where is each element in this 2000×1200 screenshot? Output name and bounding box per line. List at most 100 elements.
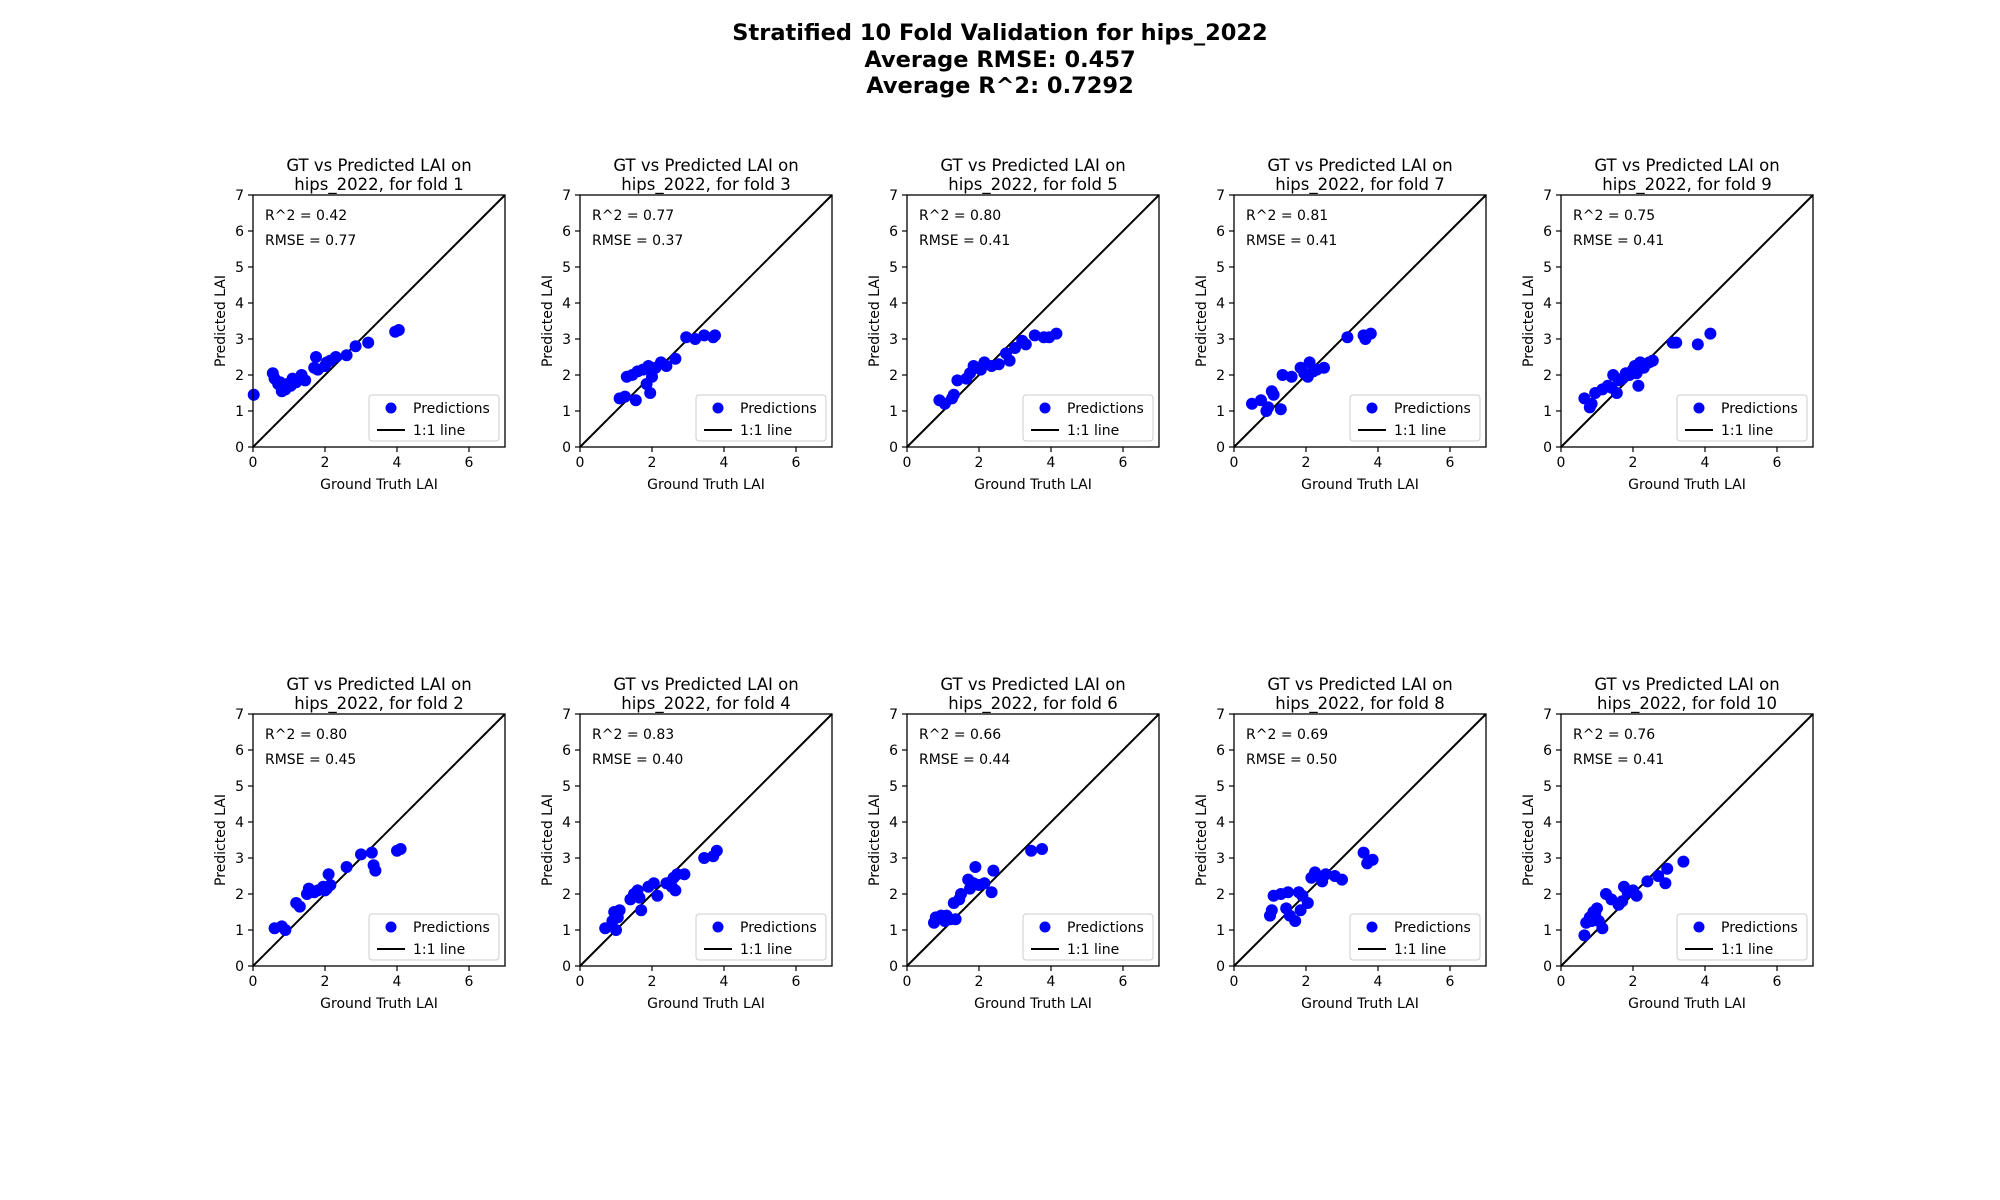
prediction-point xyxy=(310,351,322,363)
prediction-point xyxy=(329,351,342,363)
fold-plot: 0 2 4 6 0 1 2 3 4 5 6 7 GT vs Predicted LAI onhips_2… xyxy=(867,675,1160,1012)
y-axis-label: Predicted LAI xyxy=(1521,794,1537,886)
y-tick-label: 5 xyxy=(562,260,571,276)
prediction-point xyxy=(669,884,682,897)
y-tick-label: 4 xyxy=(1543,815,1552,831)
legend-marker-predictions xyxy=(385,402,397,414)
prediction-point xyxy=(247,388,260,401)
y-axis-label: Predicted LAI xyxy=(867,275,883,367)
x-tick-label: 2 xyxy=(321,974,330,990)
prediction-point xyxy=(279,924,292,936)
legend-label-line: 1:1 line xyxy=(413,423,465,439)
prediction-point xyxy=(992,358,1005,371)
x-tick-label: 0 xyxy=(249,974,258,990)
rmse-annotation: RMSE = 0.41 xyxy=(919,233,1010,249)
prediction-point xyxy=(610,924,622,936)
y-tick-label: 0 xyxy=(235,440,244,456)
y-tick-label: 1 xyxy=(235,404,244,420)
y-tick-label: 6 xyxy=(235,743,244,759)
prediction-point xyxy=(1661,862,1674,875)
x-tick-label: 4 xyxy=(720,455,729,471)
rmse-annotation: RMSE = 0.37 xyxy=(592,233,683,249)
x-tick-label: 2 xyxy=(648,974,657,990)
x-tick-label: 2 xyxy=(1302,974,1311,990)
r2-annotation: R^2 = 0.42 xyxy=(265,208,347,224)
x-tick-label: 0 xyxy=(249,455,258,471)
y-tick-label: 1 xyxy=(1216,404,1225,420)
y-tick-label: 4 xyxy=(1543,296,1552,312)
prediction-point xyxy=(394,843,407,855)
prediction-point xyxy=(651,889,664,902)
one-to-one-line xyxy=(1233,713,1487,967)
prediction-point xyxy=(1691,338,1704,351)
prediction-point xyxy=(969,861,982,873)
prediction-point xyxy=(985,886,998,899)
prediction-point xyxy=(1366,853,1379,866)
x-tick-label: 6 xyxy=(1446,455,1455,471)
r2-annotation: R^2 = 0.76 xyxy=(1573,727,1655,743)
x-tick-label: 0 xyxy=(576,455,585,471)
prediction-point xyxy=(355,848,367,861)
r2-annotation: R^2 = 0.81 xyxy=(1246,208,1328,224)
y-tick-label: 6 xyxy=(1216,224,1225,240)
prediction-point xyxy=(1704,327,1717,340)
plot-title-line-1: GT vs Predicted LAI on xyxy=(1594,675,1779,694)
legend-label-line: 1:1 line xyxy=(740,942,792,958)
legend-label-predictions: Predictions xyxy=(740,401,817,417)
x-tick-label: 2 xyxy=(321,455,330,471)
y-tick-label: 0 xyxy=(1543,440,1552,456)
y-tick-label: 0 xyxy=(1216,959,1225,975)
prediction-point xyxy=(629,394,642,407)
prediction-point xyxy=(689,333,702,345)
y-tick-label: 7 xyxy=(562,188,571,204)
y-tick-label: 4 xyxy=(562,296,571,312)
plot-title-line-2: hips_2022, for fold 4 xyxy=(621,694,790,714)
y-tick-label: 0 xyxy=(562,440,571,456)
y-tick-label: 5 xyxy=(1543,779,1552,795)
legend-marker-predictions xyxy=(1039,921,1051,933)
y-tick-label: 1 xyxy=(562,404,571,420)
plot-title-line-2: hips_2022, for fold 8 xyxy=(1275,694,1444,714)
y-tick-label: 3 xyxy=(1543,332,1552,348)
prediction-point xyxy=(647,877,660,890)
prediction-point xyxy=(340,861,353,873)
y-tick-label: 4 xyxy=(235,815,244,831)
x-tick-label: 4 xyxy=(1374,974,1383,990)
r2-annotation: R^2 = 0.69 xyxy=(1246,727,1328,743)
prediction-point xyxy=(392,324,405,336)
prediction-point xyxy=(1616,895,1629,908)
y-tick-label: 6 xyxy=(562,743,571,759)
plot-title-line-1: GT vs Predicted LAI on xyxy=(286,675,471,694)
prediction-point xyxy=(1641,875,1654,888)
plot-title-line-1: GT vs Predicted LAI on xyxy=(940,675,1125,694)
y-axis-label: Predicted LAI xyxy=(1194,794,1210,886)
x-tick-label: 6 xyxy=(1119,974,1128,990)
y-tick-label: 0 xyxy=(562,959,571,975)
figure-title-line-3: Average R^2: 0.7292 xyxy=(866,73,1134,99)
plot-title-line-1: GT vs Predicted LAI on xyxy=(940,156,1125,175)
prediction-point xyxy=(947,388,960,401)
prediction-point xyxy=(1003,354,1016,367)
y-tick-label: 0 xyxy=(1543,959,1552,975)
y-tick-label: 3 xyxy=(235,851,244,867)
y-tick-label: 5 xyxy=(889,779,898,795)
x-tick-label: 4 xyxy=(393,974,402,990)
one-to-one-line xyxy=(579,713,833,967)
y-tick-label: 6 xyxy=(889,743,898,759)
r2-annotation: R^2 = 0.80 xyxy=(265,727,347,743)
fold-plot: 0 2 4 6 0 1 2 3 4 5 6 7 GT vs Predicted LAI onhips_2… xyxy=(1521,675,1814,1012)
legend-label-line: 1:1 line xyxy=(1394,423,1446,439)
y-tick-label: 7 xyxy=(235,707,244,723)
y-tick-label: 5 xyxy=(235,260,244,276)
prediction-point xyxy=(1246,397,1258,410)
legend-label-line: 1:1 line xyxy=(1721,423,1773,439)
y-tick-label: 1 xyxy=(1543,923,1552,939)
fold-plot: 0 2 4 6 0 1 2 3 4 5 6 7 GT vs Predicted LAI onhips_2… xyxy=(540,675,833,1012)
axes-frame xyxy=(579,713,833,967)
prediction-point xyxy=(1319,868,1332,881)
x-tick-label: 4 xyxy=(1047,455,1056,471)
y-tick-label: 4 xyxy=(235,296,244,312)
prediction-point xyxy=(1677,855,1690,868)
x-tick-label: 2 xyxy=(975,455,984,471)
y-axis-label: Predicted LAI xyxy=(540,794,556,886)
